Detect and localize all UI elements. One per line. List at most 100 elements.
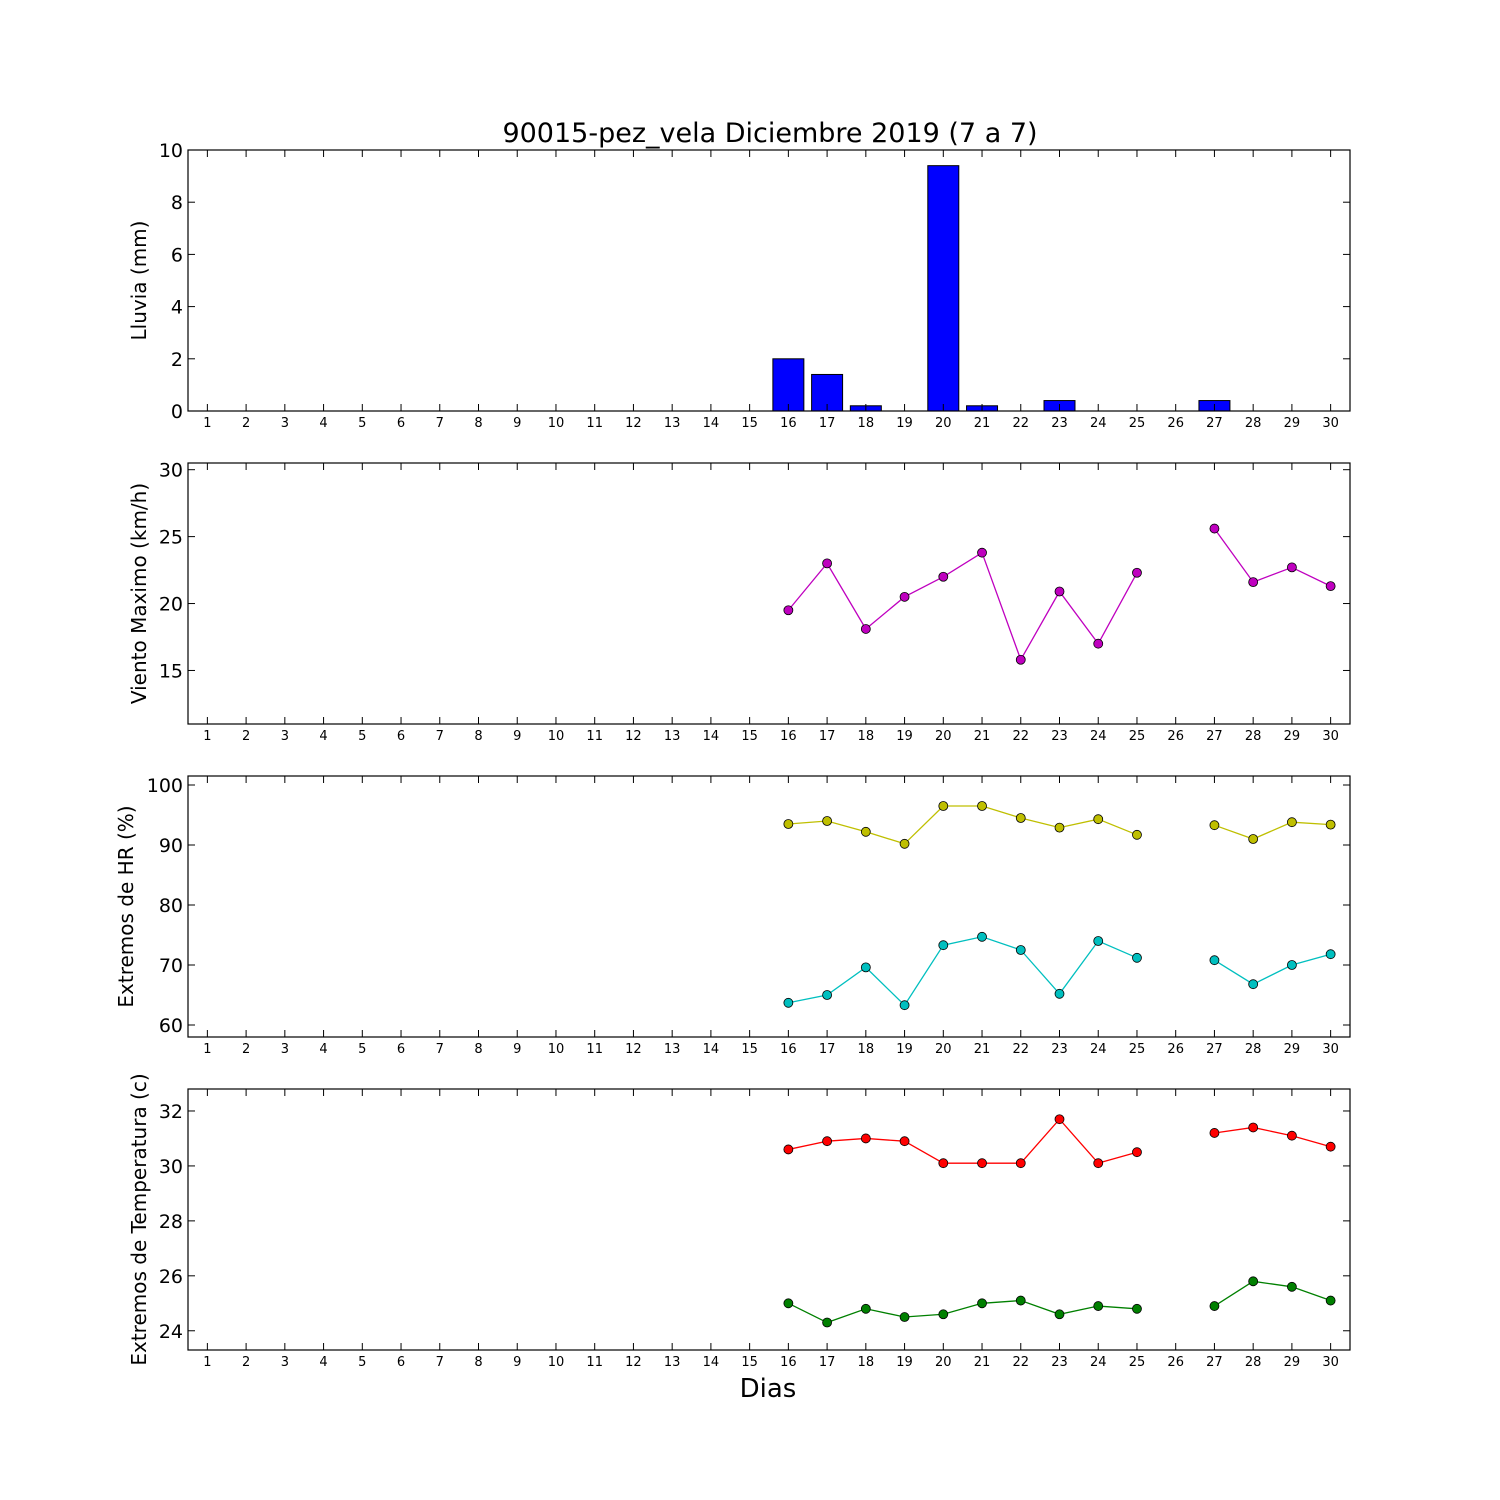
point-series-1-day-21 (977, 547, 987, 558)
xtick-label-5: 5 (358, 1355, 366, 1370)
series-2-line-1 (788, 1299, 1138, 1324)
xtick-label-18: 18 (858, 729, 875, 744)
xtick-label-26: 26 (1167, 1355, 1184, 1370)
y-axis-label: Viento Maximo (km/h) (127, 483, 151, 704)
xtick-label-27: 27 (1206, 1355, 1223, 1370)
xtick-label-7: 7 (436, 1355, 444, 1370)
xtick-label-30: 30 (1322, 1355, 1339, 1370)
xtick-label-20: 20 (935, 729, 952, 744)
xtick-label-28: 28 (1245, 729, 1262, 744)
ytick-label-32: 32 (159, 1101, 183, 1123)
xtick-label-6: 6 (397, 416, 405, 431)
xtick-label-15: 15 (741, 729, 758, 744)
xtick-label-20: 20 (935, 1355, 952, 1370)
xtick-label-6: 6 (397, 1355, 405, 1370)
series-1 (783, 1114, 1336, 1169)
xtick-label-25: 25 (1129, 1042, 1146, 1057)
xtick-label-27: 27 (1206, 1042, 1223, 1057)
point-series-1-day-19 (899, 591, 910, 602)
xtick-label-28: 28 (1245, 1042, 1262, 1057)
xtick-label-19: 19 (896, 729, 913, 744)
series-1-line-1 (787, 551, 1138, 662)
ytick-label-4: 4 (171, 297, 183, 319)
point-series-2-day-19 (899, 1312, 910, 1322)
xtick-label-23: 23 (1051, 729, 1068, 744)
point-series-1-day-27 (1209, 1128, 1220, 1138)
point-series-1-day-23 (1054, 586, 1065, 597)
xtick-label-25: 25 (1129, 416, 1146, 431)
xtick-label-22: 22 (1012, 1042, 1029, 1057)
point-series-1-day-29 (1287, 1130, 1297, 1141)
point-series-2-day-20 (938, 940, 949, 951)
xtick-label-27: 27 (1206, 729, 1223, 744)
xtick-label-4: 4 (319, 416, 327, 431)
point-series-2-day-29 (1287, 960, 1297, 970)
ytick-label-80: 80 (159, 895, 183, 917)
xtick-label-5: 5 (358, 1042, 366, 1057)
point-series-2-day-21 (977, 931, 987, 942)
point-series-2-day-29 (1287, 1281, 1297, 1292)
ytick-label-2: 2 (171, 349, 183, 371)
xtick-label-9: 9 (513, 1042, 521, 1057)
xtick-label-8: 8 (474, 1355, 482, 1370)
plot-frame (187, 462, 1351, 725)
point-series-2-day-27 (1209, 955, 1220, 966)
xtick-label-29: 29 (1284, 1042, 1301, 1057)
xtick-label-17: 17 (819, 729, 836, 744)
point-series-2-day-27 (1209, 1301, 1220, 1311)
xtick-label-24: 24 (1090, 1042, 1107, 1057)
point-series-1-day-25 (1132, 567, 1142, 578)
point-series-1-day-19 (899, 838, 910, 849)
xtick-label-2: 2 (242, 1355, 250, 1370)
point-series-1-day-24 (1093, 638, 1104, 649)
xtick-label-12: 12 (625, 1042, 642, 1057)
xtick-label-4: 4 (319, 729, 327, 744)
series-1-line-2 (1214, 821, 1331, 840)
point-series-2-day-22 (1015, 1295, 1026, 1306)
x-axis-label: Dias (740, 1374, 797, 1404)
point-series-2-day-30 (1325, 949, 1336, 960)
xtick-label-8: 8 (474, 1042, 482, 1057)
ytick-label-30: 30 (159, 460, 183, 482)
point-series-1-day-16 (783, 605, 794, 616)
series-2-line-1 (788, 936, 1138, 1007)
xtick-label-17: 17 (819, 1042, 836, 1057)
point-series-1-day-19 (899, 1136, 910, 1147)
point-series-1-day-28 (1248, 577, 1259, 588)
point-series-1-day-18 (860, 826, 871, 837)
xtick-label-12: 12 (625, 729, 642, 744)
point-series-1-day-25 (1132, 1147, 1142, 1158)
xtick-label-10: 10 (548, 1042, 565, 1057)
xtick-label-13: 13 (664, 416, 681, 431)
xtick-label-7: 7 (436, 1042, 444, 1057)
point-series-2-day-19 (899, 1000, 910, 1011)
xtick-label-10: 10 (548, 416, 565, 431)
xtick-label-29: 29 (1284, 416, 1301, 431)
series-1-line-2 (1213, 528, 1331, 587)
xtick-label-23: 23 (1051, 1355, 1068, 1370)
point-series-1-day-23 (1054, 822, 1065, 833)
point-series-1-day-22 (1015, 813, 1026, 823)
point-series-2-day-23 (1054, 988, 1065, 999)
point-series-1-day-21 (977, 1158, 987, 1169)
point-series-1-day-29 (1287, 562, 1297, 573)
point-series-1-day-23 (1054, 1114, 1065, 1125)
xtick-label-7: 7 (436, 416, 444, 431)
plot-frame (187, 1088, 1351, 1351)
bar-day-20 (927, 165, 960, 412)
xtick-label-9: 9 (513, 416, 521, 431)
series-1-line-1 (788, 1118, 1138, 1164)
xtick-label-18: 18 (858, 416, 875, 431)
point-series-1-day-29 (1287, 817, 1297, 828)
point-series-1-day-27 (1209, 523, 1220, 534)
xtick-label-8: 8 (474, 729, 482, 744)
xtick-label-24: 24 (1090, 729, 1107, 744)
point-series-1-day-30 (1325, 819, 1336, 830)
point-series-2-day-22 (1015, 945, 1026, 955)
point-series-2-day-28 (1248, 1276, 1259, 1287)
xtick-label-26: 26 (1167, 729, 1184, 744)
series-2-line-2 (1214, 1280, 1331, 1307)
xtick-label-13: 13 (664, 1355, 681, 1370)
